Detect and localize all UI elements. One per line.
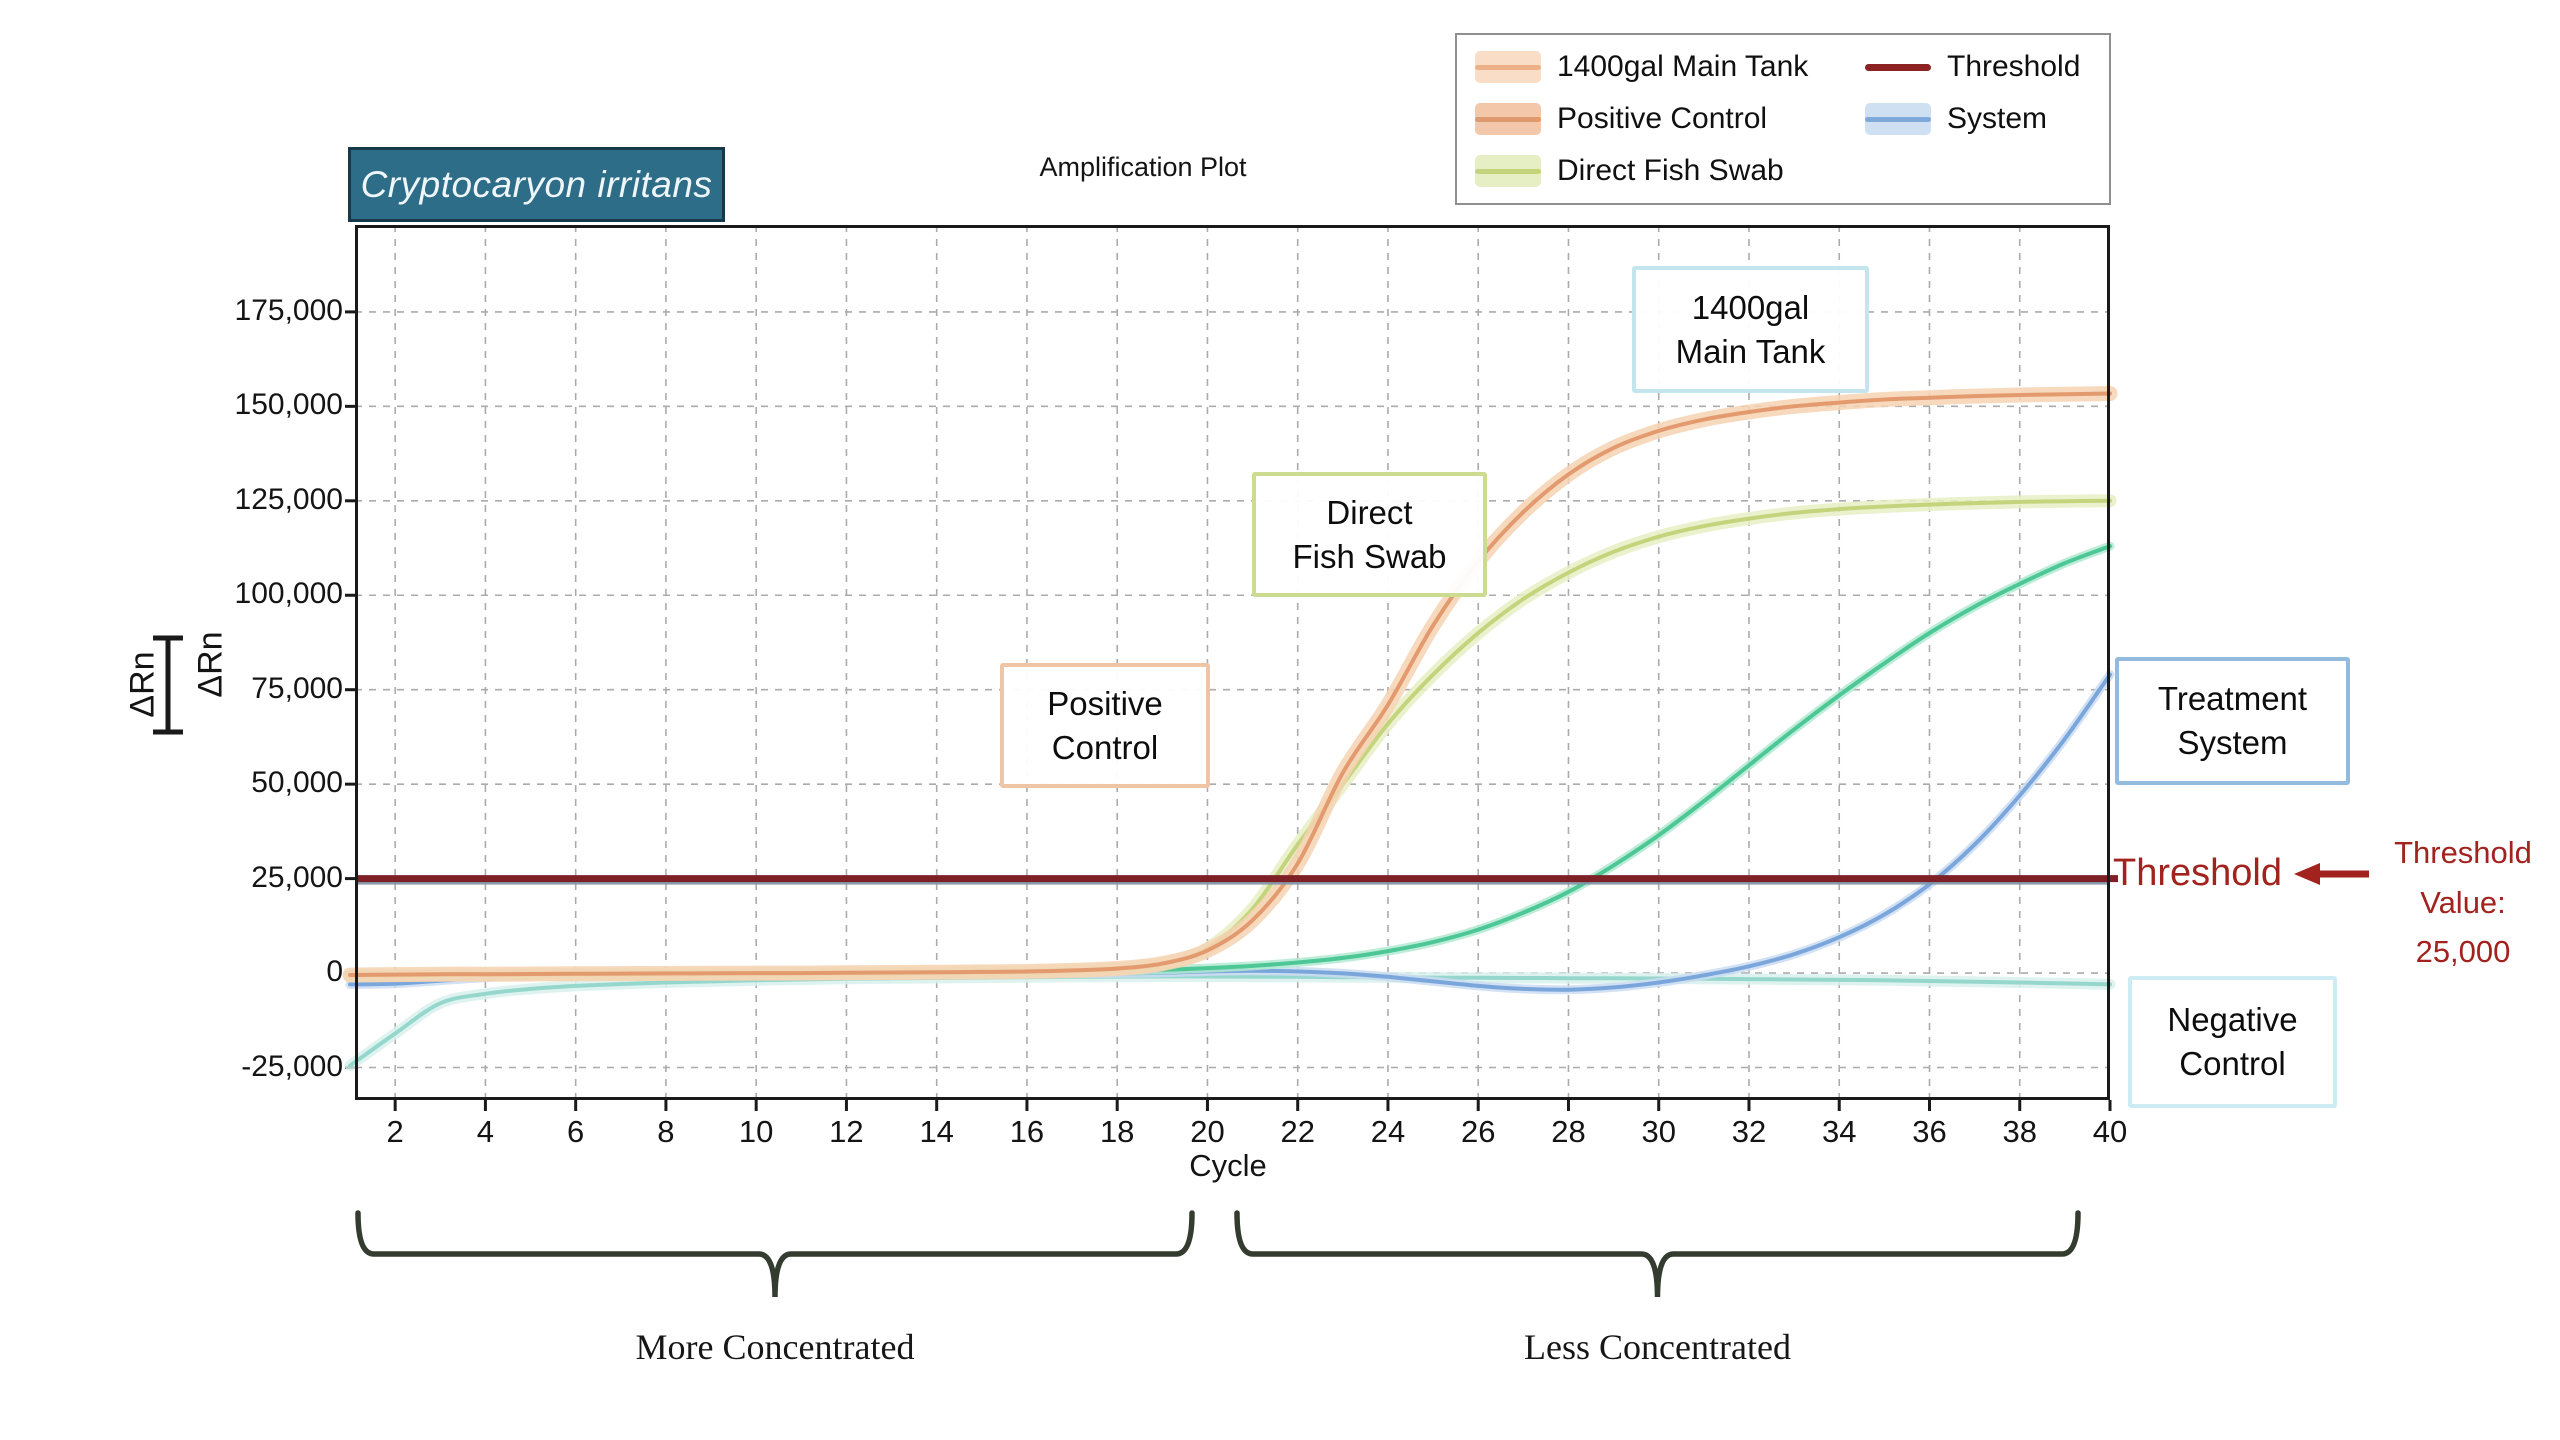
positive-control-box-label: Control (1051, 728, 1159, 766)
direct-fish-swab-box: Direct Fish Swab (1252, 472, 1487, 597)
x-tick-label: 12 (829, 1114, 864, 1149)
concentration-label: More Concentrated (635, 1327, 915, 1367)
legend-swatch-band (1475, 155, 1541, 187)
x-tick-label: 36 (1912, 1114, 1947, 1149)
species-badge: Cryptocaryon irritans (348, 147, 725, 222)
positive-control-box-label: Positive (1047, 684, 1163, 722)
species-badge-label: Cryptocaryon irritans (360, 163, 713, 205)
x-tick-label: 26 (1460, 1114, 1496, 1149)
legend-label: Threshold (1947, 50, 2081, 83)
legend-swatch-band (1865, 103, 1931, 135)
threshold-callout: Threshold (2113, 852, 2372, 895)
series-line-negative-control (348, 974, 2112, 1068)
series-line-direct-fish-swab (348, 498, 2112, 978)
x-axis-title: Cycle (1189, 1148, 1267, 1183)
series-line-1400gal-main-tank (348, 544, 2112, 977)
legend-label: System (1947, 102, 2048, 135)
legend-label: Direct Fish Swab (1557, 154, 1784, 187)
treatment-system-box: Treatment System (2115, 657, 2350, 785)
x-tick-label: 22 (1280, 1114, 1315, 1149)
y-tick-label: 25,000 (251, 860, 343, 894)
x-tick-label: 20 (1190, 1114, 1225, 1149)
legend-item: 1400gal Main Tank (1475, 50, 1865, 84)
legend-swatch-band (1475, 103, 1541, 135)
x-tick-label: 24 (1370, 1114, 1406, 1149)
plot-frame (355, 225, 2110, 1100)
negative-control-box: Negative Control (2128, 976, 2337, 1108)
legend-item: Threshold (1865, 50, 2099, 84)
y-tick-label: 75,000 (251, 671, 343, 705)
legend-label: Positive Control (1557, 102, 1768, 135)
legend-item: Positive Control (1475, 102, 1865, 136)
legend-label: 1400gal Main Tank (1557, 50, 1809, 83)
y-tick-label: 125,000 (234, 482, 343, 516)
x-tick-label: 38 (2002, 1114, 2037, 1149)
chart-title: Amplification Plot (1039, 152, 1247, 182)
x-tick-label: 32 (1731, 1114, 1767, 1149)
series-band-direct-fish-swab (343, 494, 2117, 983)
negative-control-box-label: Negative (2167, 1001, 2298, 1039)
legend: 1400gal Main Tank Positive Control Direct … (1455, 33, 2111, 205)
x-tick-label: 4 (476, 1114, 495, 1149)
y-tick-label: 50,000 (251, 766, 343, 800)
x-tick-label: 2 (386, 1114, 404, 1149)
threshold-value-line: Threshold (2394, 835, 2532, 870)
series-line-positive-control (348, 391, 2112, 977)
main-tank-box: 1400gal Main Tank (1632, 266, 1869, 393)
threshold-callout-label: Threshold (2113, 852, 2282, 894)
left-arrow-icon (2293, 862, 2369, 885)
main-tank-box-label: 1400gal (1691, 288, 1810, 326)
direct-fish-swab-box-label: Fish Swab (1292, 537, 1447, 575)
legend-swatch-band (1475, 51, 1541, 83)
main-tank-box-label: Main Tank (1675, 332, 1826, 370)
treatment-system-box-label: Treatment (2157, 680, 2308, 718)
concentration-label: Less Concentrated (1524, 1327, 1791, 1367)
x-tick-label: 34 (1821, 1114, 1857, 1149)
plot-area (342, 225, 2118, 1111)
x-tick-label: 10 (738, 1114, 774, 1149)
y-scalebar-icon (153, 635, 183, 735)
threshold-value-line: Value: (2420, 884, 2506, 920)
x-tick-label: 8 (657, 1114, 675, 1149)
y-tick-label: 175,000 (234, 293, 343, 327)
legend-item: Direct Fish Swab (1475, 154, 1865, 188)
x-tick-label: 14 (919, 1114, 954, 1149)
chart-canvas (342, 225, 2118, 1111)
x-tick-label: 6 (567, 1114, 585, 1149)
negative-control-box-label: Control (2179, 1045, 2286, 1082)
series-band-1400gal-main-tank (345, 541, 2115, 980)
threshold-value-note: Threshold Value: 25,000 (2366, 828, 2560, 977)
y-tick-label: 100,000 (234, 577, 343, 611)
x-tick-label: 30 (1641, 1114, 1676, 1149)
y-tick-label: -25,000 (241, 1049, 343, 1083)
x-tick-label: 16 (1009, 1114, 1045, 1149)
direct-fish-swab-box-label: Direct (1326, 493, 1413, 531)
series-band-positive-control (342, 386, 2118, 983)
legend-item: System (1865, 102, 2099, 136)
x-tick-label: 18 (1099, 1114, 1135, 1149)
y-tick-label: 0 (326, 955, 343, 989)
treatment-system-box-label: System (2177, 724, 2288, 761)
positive-control-box: Positive Control (1000, 663, 1210, 788)
legend-swatch-line (1865, 63, 1931, 71)
brace (1234, 1210, 2081, 1298)
brace (355, 1210, 1195, 1298)
y-tick-label: 150,000 (234, 388, 343, 422)
threshold-value-line: 25,000 (2415, 934, 2511, 970)
x-tick-label: 40 (2092, 1114, 2128, 1149)
series-band-negative-control (344, 970, 2116, 1072)
x-tick-label: 28 (1551, 1114, 1586, 1149)
